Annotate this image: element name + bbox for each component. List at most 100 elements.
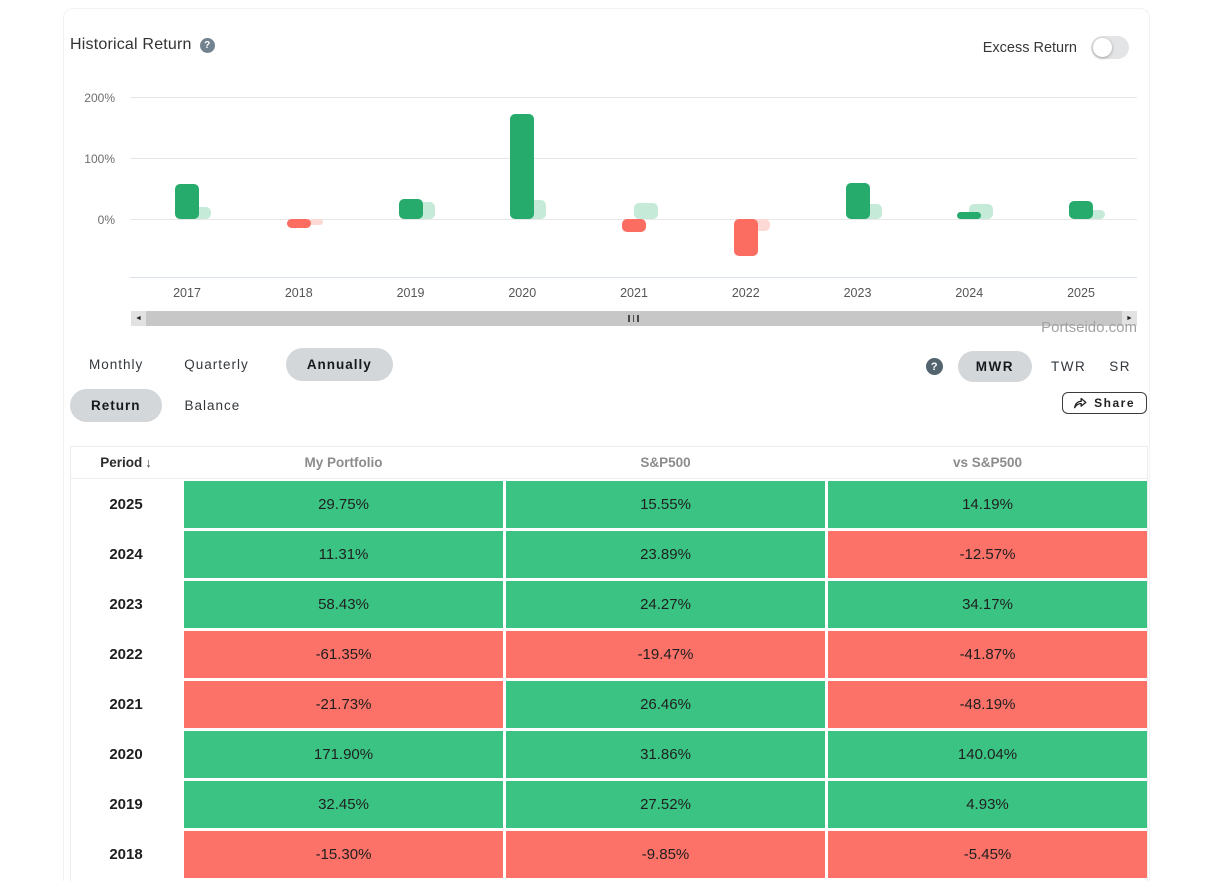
share-button-label: Share <box>1094 396 1135 410</box>
value-cell: 34.17% <box>828 581 1147 628</box>
x-tick-2025: 2025 <box>1067 286 1095 300</box>
period-cell: 2025 <box>71 481 181 528</box>
measure-help-icon[interactable]: ? <box>925 358 943 375</box>
value-cell: -61.35% <box>184 631 503 678</box>
x-tick-2018: 2018 <box>284 286 313 300</box>
x-tick-2024: 2024 <box>955 286 984 300</box>
value-cell: -15.30% <box>184 831 503 878</box>
toggle-knob <box>1093 38 1112 57</box>
gridline-100 <box>130 158 1137 159</box>
help-icon[interactable]: ? <box>199 37 215 53</box>
sort-desc-icon: ↓ <box>145 455 152 470</box>
scrollbar-grip[interactable] <box>628 315 639 322</box>
bar-portfolio-2024[interactable] <box>957 212 982 219</box>
column-header-period[interactable]: Period ↓ <box>100 455 152 470</box>
watermark: Portseido.com <box>1041 319 1137 336</box>
value-cell: 14.19% <box>828 481 1147 528</box>
bar-portfolio-2019[interactable] <box>398 199 423 219</box>
table-row-2018: 2018 -15.30% -9.85% -5.45% <box>71 831 1147 878</box>
value-cell: -21.73% <box>184 681 503 728</box>
value-cell: -12.57% <box>828 531 1147 578</box>
scrollbar-right-arrow-icon[interactable]: ► <box>1122 311 1137 326</box>
period-cell: 2023 <box>71 581 181 628</box>
tab-twr[interactable]: TWR <box>1050 359 1087 374</box>
x-tick-2021: 2021 <box>620 286 648 300</box>
value-cell: -5.45% <box>828 831 1147 878</box>
header: Historical Return ? <box>70 36 215 54</box>
period-cell: 2020 <box>71 731 181 778</box>
value-cell: 29.75% <box>184 481 503 528</box>
bar-benchmark-2017[interactable] <box>187 207 211 219</box>
y-tick-200: 200% <box>84 91 115 105</box>
bar-benchmark-2025[interactable] <box>1081 209 1105 219</box>
table-header: Period ↓ My Portfolio S&P500 vs S&P500 <box>71 447 1147 479</box>
chart-plot <box>130 90 1137 290</box>
view-tabs: Return Balance <box>70 389 244 422</box>
value-cell: -41.87% <box>828 631 1147 678</box>
bar-portfolio-2021[interactable] <box>622 219 646 233</box>
value-cell: 27.52% <box>506 781 825 828</box>
period-cell: 2024 <box>71 531 181 578</box>
value-cell: 171.90% <box>184 731 503 778</box>
bar-portfolio-2022[interactable] <box>733 219 758 257</box>
excess-return-toggle[interactable] <box>1091 36 1129 59</box>
x-tick-2020: 2020 <box>508 286 537 300</box>
value-cell: -9.85% <box>506 831 825 878</box>
period-tabs: Monthly Quarterly Annually <box>85 348 393 381</box>
value-cell: 32.45% <box>184 781 503 828</box>
x-tick-2017: 2017 <box>173 286 201 300</box>
period-cell: 2021 <box>71 681 181 728</box>
chart-bottom-axis <box>130 277 1137 278</box>
bar-portfolio-2018[interactable] <box>286 219 311 229</box>
tab-monthly[interactable]: Monthly <box>89 357 144 372</box>
tab-mwr[interactable]: MWR <box>957 351 1032 382</box>
tab-return[interactable]: Return <box>70 389 162 422</box>
bar-portfolio-2020[interactable] <box>510 114 535 219</box>
y-tick-100: 100% <box>84 152 115 166</box>
gridline-200 <box>130 97 1137 98</box>
table-row-2019: 2019 32.45% 27.52% 4.93% <box>71 781 1147 828</box>
value-cell: -19.47% <box>506 631 825 678</box>
value-cell: 15.55% <box>506 481 825 528</box>
chart-scrollbar[interactable]: ◄ ► <box>131 311 1137 326</box>
returns-table: Period ↓ My Portfolio S&P500 vs S&P500 2… <box>70 446 1148 881</box>
x-tick-2019: 2019 <box>396 286 425 300</box>
bar-portfolio-2023[interactable] <box>845 183 870 219</box>
column-header-vs-sp500: vs S&P500 <box>952 455 1023 470</box>
table-row-2023: 2023 58.43% 24.27% 34.17% <box>71 581 1147 628</box>
tab-balance[interactable]: Balance <box>184 398 241 413</box>
bar-portfolio-2017[interactable] <box>175 184 199 219</box>
value-cell: 23.89% <box>506 531 825 578</box>
value-cell: 31.86% <box>506 731 825 778</box>
value-cell: 24.27% <box>506 581 825 628</box>
chart-x-labels: 2017 2018 2019 2020 2021 2022 2023 2024 2025 <box>130 286 1137 302</box>
table-row-2021: 2021 -21.73% 26.46% -48.19% <box>71 681 1147 728</box>
period-cell: 2019 <box>71 781 181 828</box>
column-header-my-portfolio: My Portfolio <box>304 455 383 470</box>
bar-benchmark-2021[interactable] <box>634 202 658 219</box>
period-cell: 2018 <box>71 831 181 878</box>
scrollbar-left-arrow-icon[interactable]: ◄ <box>131 311 146 326</box>
y-tick-0: 0% <box>97 213 115 227</box>
tab-quarterly[interactable]: Quarterly <box>184 357 249 372</box>
tab-sr[interactable]: SR <box>1109 359 1131 374</box>
bar-benchmark-2022[interactable] <box>745 219 770 231</box>
column-header-sp500: S&P500 <box>640 455 691 470</box>
excess-return-control: Excess Return <box>983 36 1129 59</box>
historical-return-chart: 200% 100% 0% 2017 2018 2019 2020 2021 2022 202… <box>0 0 1207 345</box>
x-tick-2022: 2022 <box>731 286 760 300</box>
value-cell: -48.19% <box>828 681 1147 728</box>
x-tick-2023: 2023 <box>843 286 872 300</box>
value-cell: 11.31% <box>184 531 503 578</box>
share-button[interactable]: Share <box>1062 392 1147 414</box>
table-row-2025: 2025 29.75% 15.55% 14.19% <box>71 481 1147 528</box>
bar-portfolio-2025[interactable] <box>1069 200 1093 219</box>
bar-benchmark-2018[interactable] <box>298 219 323 225</box>
table-row-2022: 2022 -61.35% -19.47% -41.87% <box>71 631 1147 678</box>
measure-tabs: ? MWR TWR SR <box>925 350 1135 383</box>
tab-annually[interactable]: Annually <box>285 348 393 381</box>
table-row-2024: 2024 11.31% 23.89% -12.57% <box>71 531 1147 578</box>
value-cell: 58.43% <box>184 581 503 628</box>
value-cell: 26.46% <box>506 681 825 728</box>
